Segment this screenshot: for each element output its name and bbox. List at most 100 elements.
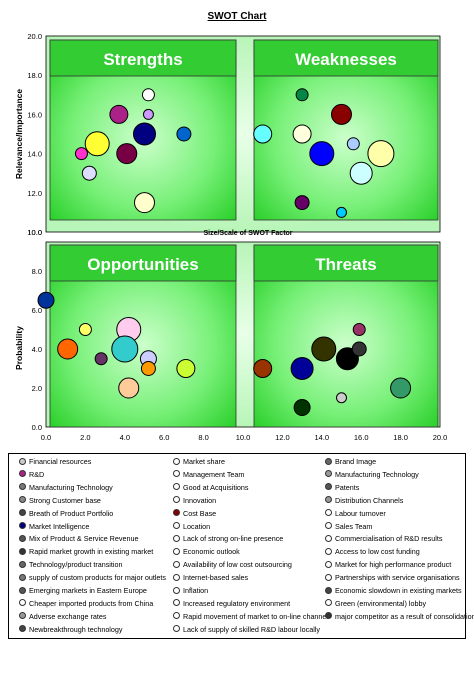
top-bubble [109, 104, 129, 124]
legend-label: Mix of Product & Service Revenue [29, 534, 139, 544]
legend-item: Emerging markets in Eastern Europe [19, 586, 147, 595]
opportunities-label: Opportunities [87, 255, 198, 274]
legend-item: Partnerships with service organisations [325, 573, 460, 582]
legend-label: supply of custom products for major outl… [29, 573, 167, 583]
legend-label: Strong Customer base [29, 495, 101, 505]
top-bubble [176, 126, 192, 142]
bottom-bubble [311, 336, 337, 362]
legend-item: Manufacturing Technology [19, 483, 113, 492]
bottom-bubble [140, 361, 156, 376]
bottom-bubble [290, 357, 314, 380]
legend-marker [19, 560, 26, 568]
legend-label: Cost Base [183, 508, 217, 518]
bottom-bubble [390, 377, 412, 399]
legend-label: major competitor as a result of consolid… [335, 611, 474, 621]
legend-item: major competitor as a result of consolid… [325, 612, 474, 621]
legend-label: Economic slowdown in existing markets [335, 586, 462, 595]
bottom-bubble [118, 377, 140, 399]
legend-item: Innovation [173, 496, 216, 505]
legend-item: Mix of Product & Service Revenue [19, 534, 138, 543]
legend-label: Financial resources [29, 457, 92, 466]
legend-marker [173, 496, 180, 504]
legend-marker [19, 599, 26, 607]
legend-marker [173, 457, 180, 465]
threats-label: Threats [315, 255, 376, 274]
legend-marker [19, 522, 26, 530]
bottom-bubble [57, 338, 79, 360]
strengths-label: Strengths [103, 50, 182, 69]
legend-label: Inflation [183, 586, 209, 595]
legend-marker [325, 547, 332, 555]
top-bubble [346, 137, 360, 151]
legend-label: Newbreakthrough technology [29, 624, 123, 634]
legend-marker [19, 573, 26, 581]
x-tick-label: 0.0 [41, 433, 51, 442]
legend: Financial resources Market share Brand Ima… [8, 453, 474, 639]
legend-item: Cheaper imported products from China [19, 599, 153, 608]
legend-item: Location [173, 522, 210, 531]
bottom-bubble [336, 392, 347, 404]
legend-item: Availability of low cost outsourcing [173, 560, 292, 569]
legend-label: Market for high performance product [335, 560, 452, 570]
x-tick-label: 16.0 [354, 433, 369, 442]
legend-label: Management Team [183, 469, 245, 479]
threats-header [253, 244, 439, 282]
top-bubble [84, 131, 110, 157]
legend-item: Financial resources [19, 457, 91, 466]
legend-marker [173, 599, 180, 607]
legend-marker [19, 483, 26, 491]
legend-marker [173, 612, 180, 620]
bottom-bubble [176, 359, 196, 378]
legend-marker [325, 534, 332, 542]
legend-label: Green (environmental) lobby [335, 598, 427, 608]
legend-item: Cost Base [173, 509, 216, 518]
legend-marker [325, 483, 332, 491]
legend-marker [173, 522, 180, 530]
legend-item: Labour turnover [325, 509, 386, 518]
top-bubble [367, 140, 395, 168]
legend-item: Increased regulatory environment [173, 599, 290, 608]
x-tick-label: 12.0 [275, 433, 290, 442]
legend-item: Market for high performance product [325, 560, 451, 569]
legend-marker [19, 547, 26, 555]
legend-label: Sales Team [335, 521, 373, 531]
legend-label: Market share [183, 457, 225, 466]
top-bubble [294, 195, 310, 211]
legend-marker [173, 534, 180, 542]
bottom-y-tick-label: 6.0 [32, 306, 42, 315]
legend-label: Market Intelligence [29, 521, 90, 531]
legend-marker [19, 509, 26, 517]
legend-label: Cheaper imported products from China [29, 598, 154, 608]
bottom-y-tick-label: 0.0 [32, 423, 42, 432]
top-bubble [81, 165, 97, 181]
legend-label: Economic outlook [183, 547, 240, 557]
bottom-bubble [37, 291, 55, 309]
bottom-y-tick-label: 2.0 [32, 384, 42, 393]
legend-item: Rapid market growth in existing market [19, 547, 153, 556]
legend-label: Breath of Product Portfolio [29, 508, 114, 518]
legend-label: Lack of supply of skilled R&D labour loc… [183, 624, 321, 634]
legend-item: Brand Image [325, 457, 376, 466]
legend-item: Commercialisation of R&D results [325, 534, 442, 543]
legend-label: Location [183, 521, 211, 531]
legend-item: Rapid movement of market to on-line chan… [173, 612, 328, 621]
legend-item: Economic slowdown in existing markets [325, 586, 462, 595]
opportunities-header [49, 244, 237, 282]
legend-item: Good at Acquisitions [173, 483, 249, 492]
top-bubble [141, 88, 155, 102]
top-y-tick-label: 16.0 [27, 110, 42, 119]
legend-label: Technology/product transition [29, 560, 123, 570]
legend-marker [325, 573, 332, 581]
legend-marker [173, 560, 180, 568]
legend-label: Patents [335, 482, 360, 492]
bottom-bubble [351, 341, 367, 357]
top-bubble [295, 88, 309, 102]
x-tick-label: 8.0 [198, 433, 208, 442]
legend-marker [325, 612, 332, 620]
top-bubble [331, 103, 352, 125]
bottom-bubble [78, 323, 92, 336]
legend-label: Brand Image [335, 457, 377, 466]
bottom-y-axis-label: Probability [14, 326, 24, 370]
x-tick-label: 4.0 [120, 433, 130, 442]
top-bubble [134, 192, 155, 214]
